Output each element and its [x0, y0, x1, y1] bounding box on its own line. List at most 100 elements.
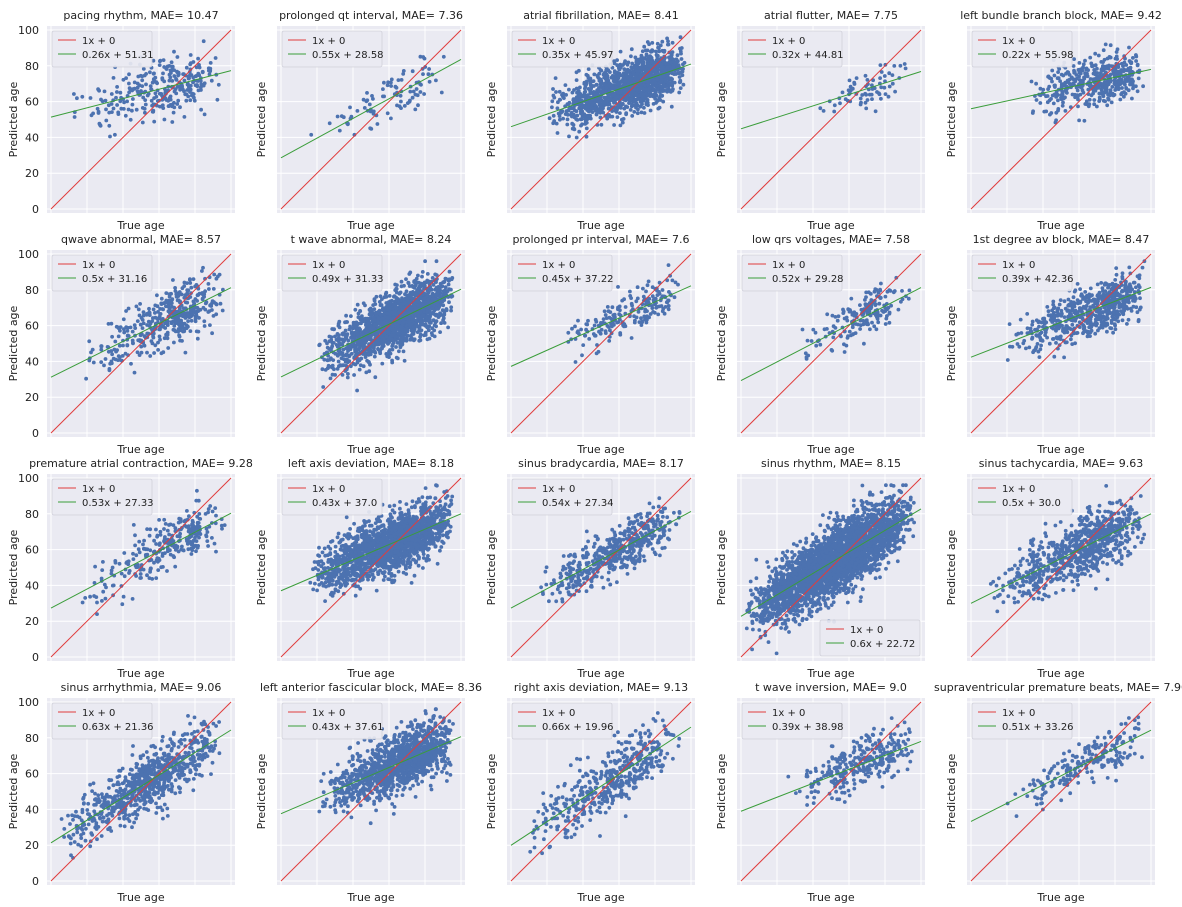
- data-point: [558, 90, 562, 94]
- data-point: [218, 273, 222, 277]
- data-point: [670, 105, 674, 109]
- data-point: [598, 103, 602, 107]
- data-point: [146, 94, 150, 98]
- data-point: [447, 283, 451, 287]
- data-point: [131, 97, 135, 101]
- data-point: [321, 385, 325, 389]
- data-point: [217, 83, 221, 87]
- data-point: [1113, 88, 1117, 92]
- data-point: [379, 303, 383, 307]
- data-point: [428, 80, 432, 84]
- data-point: [338, 129, 342, 133]
- data-point: [606, 305, 610, 309]
- data-point: [378, 351, 382, 355]
- data-point: [899, 300, 903, 304]
- data-point: [394, 345, 398, 349]
- data-point: [152, 351, 156, 355]
- data-point: [634, 299, 638, 303]
- data-point: [329, 356, 333, 360]
- data-point: [558, 114, 562, 118]
- data-point: [624, 70, 628, 74]
- data-point: [1083, 119, 1087, 123]
- data-point: [136, 75, 140, 79]
- data-point: [592, 73, 596, 77]
- data-point: [182, 89, 186, 93]
- data-point: [151, 81, 155, 85]
- data-point: [357, 340, 361, 344]
- data-point: [186, 95, 190, 99]
- data-point: [1104, 43, 1108, 47]
- data-point: [1048, 113, 1052, 117]
- data-point: [386, 342, 390, 346]
- data-point: [575, 109, 579, 113]
- data-point: [564, 83, 568, 87]
- data-point: [1078, 61, 1082, 65]
- data-point: [356, 343, 360, 347]
- data-point: [877, 302, 881, 306]
- data-point: [870, 93, 874, 97]
- legend-entry: 0.45x + 37.22: [542, 274, 614, 285]
- data-point: [433, 273, 437, 277]
- data-point: [636, 62, 640, 66]
- data-point: [644, 290, 648, 294]
- data-point: [385, 355, 389, 359]
- data-point: [1123, 83, 1127, 87]
- data-point: [318, 343, 322, 347]
- data-point: [210, 79, 214, 83]
- data-point: [1092, 98, 1096, 102]
- data-point: [642, 295, 646, 299]
- data-point: [1129, 61, 1133, 65]
- data-point: [571, 98, 575, 102]
- legend-entry: 1x + 0: [1002, 36, 1035, 47]
- data-point: [359, 357, 363, 361]
- y-tick-label: 0: [32, 203, 39, 216]
- data-point: [635, 94, 639, 98]
- data-point: [1129, 66, 1133, 70]
- data-point: [156, 341, 160, 345]
- data-point: [651, 285, 655, 289]
- data-point: [641, 287, 645, 291]
- data-point: [169, 69, 173, 73]
- data-point: [436, 290, 440, 294]
- data-point: [373, 302, 377, 306]
- data-point: [1081, 65, 1085, 69]
- data-point: [864, 74, 868, 78]
- chart-title: 1st degree av block, MAE= 8.47: [973, 233, 1150, 246]
- data-point: [645, 64, 649, 68]
- data-point: [418, 285, 422, 289]
- data-point: [854, 331, 858, 335]
- data-point: [565, 123, 569, 127]
- data-point: [859, 101, 863, 105]
- data-point: [579, 110, 583, 114]
- data-point: [159, 92, 163, 96]
- data-point: [570, 111, 574, 115]
- y-axis-label: Predicted age: [7, 305, 20, 381]
- data-point: [631, 91, 635, 95]
- data-point: [421, 302, 425, 306]
- data-point: [903, 62, 907, 66]
- data-point: [201, 297, 205, 301]
- data-point: [124, 325, 128, 329]
- data-point: [189, 329, 193, 333]
- data-point: [1093, 52, 1097, 56]
- data-point: [1136, 64, 1140, 68]
- data-point: [663, 312, 667, 316]
- data-point: [592, 84, 596, 88]
- data-point: [678, 80, 682, 84]
- data-point: [677, 91, 681, 95]
- data-point: [198, 66, 202, 70]
- data-point: [156, 304, 160, 308]
- data-point: [637, 310, 641, 314]
- data-point: [346, 122, 350, 126]
- data-point: [630, 336, 634, 340]
- data-point: [170, 120, 174, 124]
- data-point: [892, 64, 896, 68]
- data-point: [203, 113, 207, 117]
- data-point: [142, 67, 146, 71]
- data-point: [680, 46, 684, 50]
- data-point: [618, 111, 622, 115]
- data-point: [401, 340, 405, 344]
- data-point: [430, 294, 434, 298]
- data-point: [411, 318, 415, 322]
- data-point: [428, 337, 432, 341]
